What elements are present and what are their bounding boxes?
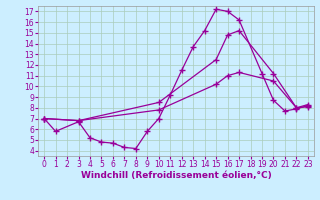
- X-axis label: Windchill (Refroidissement éolien,°C): Windchill (Refroidissement éolien,°C): [81, 171, 271, 180]
